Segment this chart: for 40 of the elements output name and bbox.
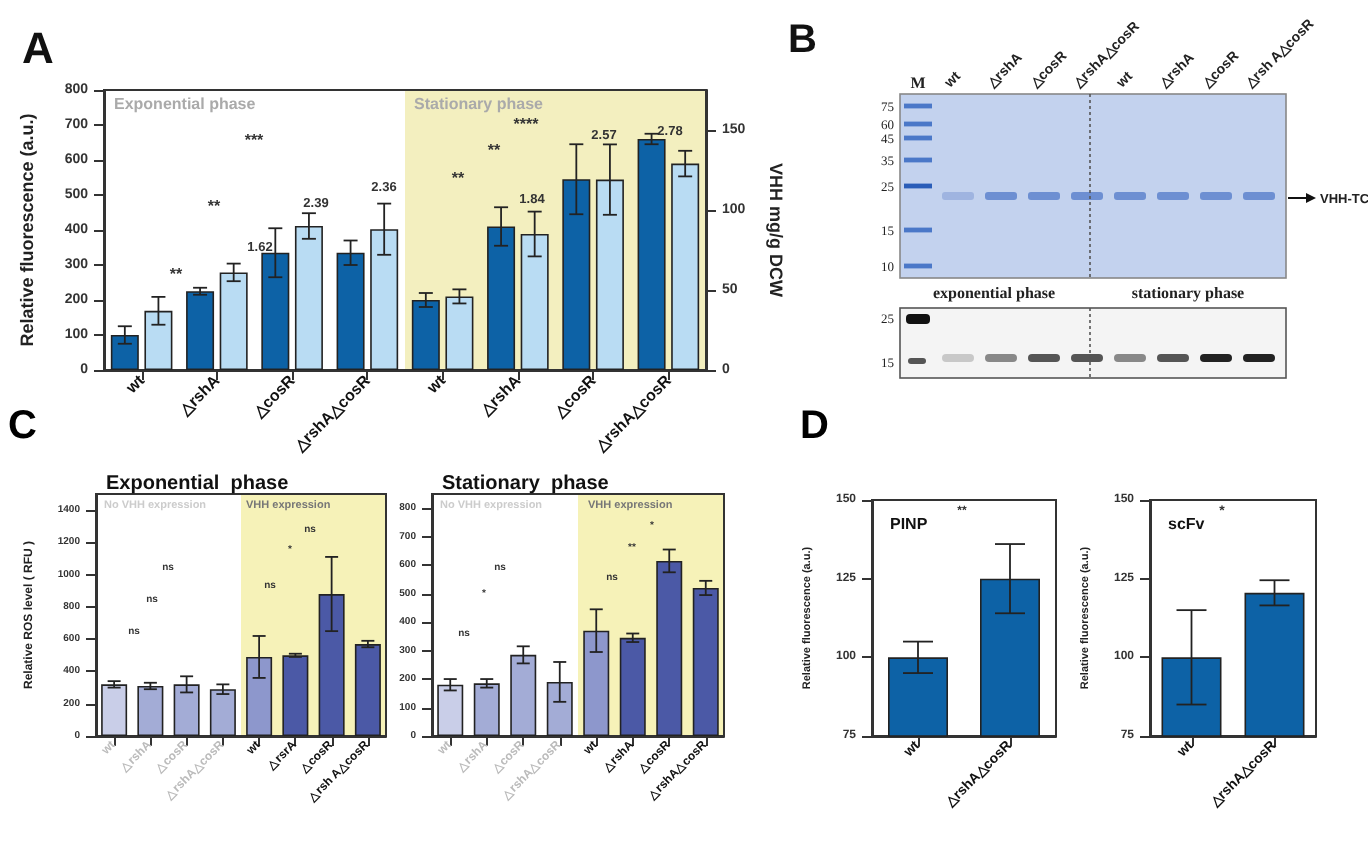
bar (282, 655, 309, 736)
text: D (800, 404, 829, 448)
chart-title: Exponential phase (106, 473, 290, 495)
bar (692, 587, 719, 736)
bar (354, 644, 381, 736)
text: exponential phase (932, 284, 1057, 302)
bar (137, 685, 164, 736)
bar (411, 300, 440, 370)
bar (637, 139, 666, 370)
text: scFv (1168, 515, 1206, 533)
annotation: ** (169, 265, 184, 283)
bar (510, 654, 537, 736)
annotation: ** (207, 197, 222, 215)
annotation: *** (244, 131, 266, 149)
x-tick-label: wt (121, 371, 149, 399)
x-tick-label: wt (422, 371, 450, 399)
annotation: ** (451, 169, 466, 187)
bar (173, 684, 200, 736)
text: C (8, 404, 37, 448)
bar (473, 683, 500, 736)
bar (209, 689, 236, 736)
chart-title: Stationary phase (442, 473, 610, 495)
text: M (910, 74, 927, 92)
text: B (788, 18, 817, 62)
bar (186, 291, 215, 370)
bar (619, 637, 646, 736)
bar (110, 335, 139, 370)
bar (101, 684, 128, 736)
text: stationary phase (1131, 284, 1246, 302)
bar (219, 272, 248, 370)
y-axis-title: Relative fluorescence (a.u.) (17, 113, 37, 347)
bar (445, 296, 474, 370)
text: PINP (890, 515, 929, 533)
annotation: ** (487, 141, 502, 159)
annotation: **** (513, 115, 541, 133)
annotation: Stationary phase (414, 95, 545, 113)
annotation: Exponential phase (114, 95, 257, 113)
y2-axis-title: VHH mg/g DCW (766, 163, 787, 298)
chart-title: A (22, 23, 54, 73)
bar (437, 684, 464, 736)
